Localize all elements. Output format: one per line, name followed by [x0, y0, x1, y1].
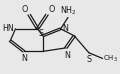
Text: CH$_3$: CH$_3$	[103, 54, 118, 64]
Text: N: N	[21, 54, 27, 63]
Text: O: O	[22, 5, 28, 14]
Text: O: O	[48, 5, 54, 14]
Text: S: S	[86, 55, 92, 64]
Text: S: S	[38, 30, 43, 38]
Text: N: N	[63, 24, 69, 33]
Text: NH$_2$: NH$_2$	[60, 4, 76, 17]
Text: HN: HN	[3, 24, 14, 33]
Text: N: N	[64, 51, 70, 60]
